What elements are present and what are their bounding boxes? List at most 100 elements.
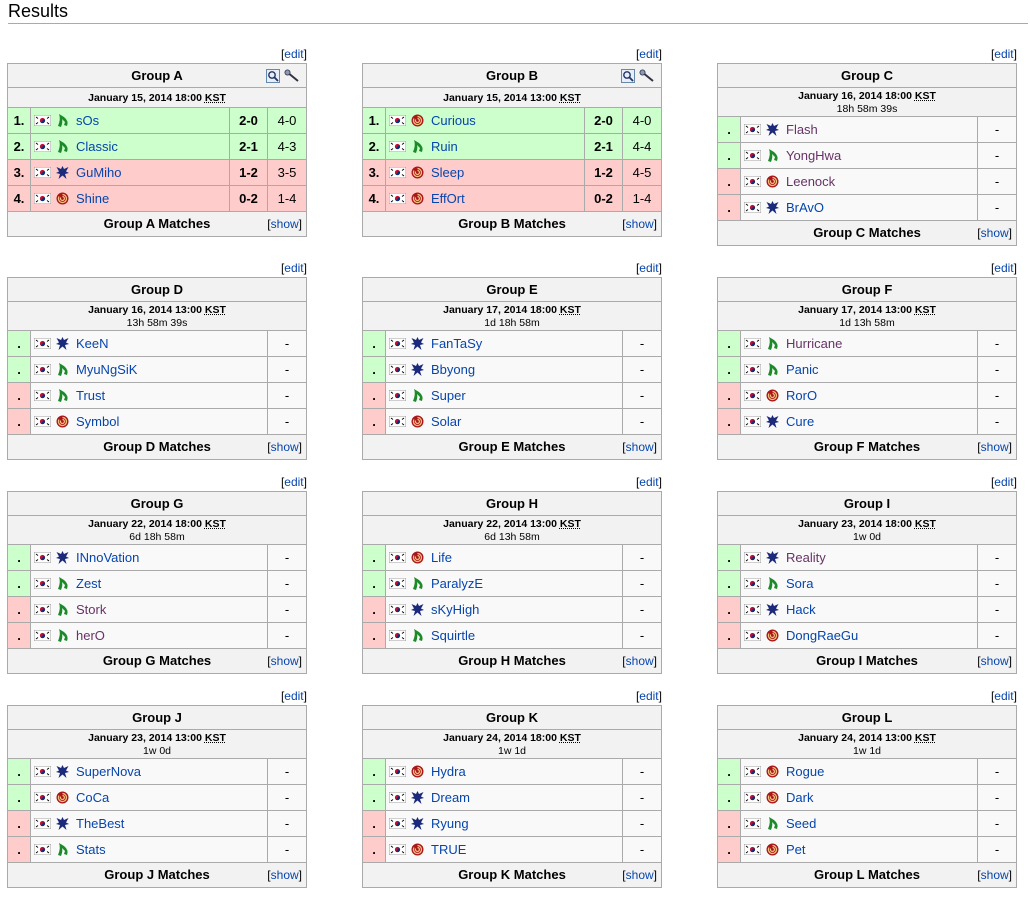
player-row: . KeeN -: [8, 331, 306, 357]
wand-icon[interactable]: [284, 69, 300, 83]
zerg-icon: [56, 415, 69, 428]
player-cell: Classic: [31, 134, 230, 159]
edit-link[interactable]: edit: [639, 475, 659, 489]
player-link[interactable]: MyuNgSiK: [76, 362, 138, 377]
player-cell: Super: [386, 383, 623, 408]
player-link[interactable]: Cure: [786, 414, 815, 429]
player-link[interactable]: Symbol: [76, 414, 120, 429]
player-link[interactable]: Ryung: [431, 816, 469, 831]
countdown: 1w 1d: [852, 745, 882, 757]
player-link[interactable]: Sleep: [431, 165, 465, 180]
player-link[interactable]: Solar: [431, 414, 462, 429]
player-link[interactable]: Stats: [76, 842, 106, 857]
player-link[interactable]: Hurricane: [786, 336, 843, 351]
player-link[interactable]: Hack: [786, 602, 816, 617]
player-link[interactable]: Dream: [431, 790, 471, 805]
player-link[interactable]: Zest: [76, 576, 102, 591]
player-link[interactable]: Ruin: [431, 139, 458, 154]
countdown: 1w 1d: [497, 745, 527, 757]
advance-indicator: .: [8, 785, 31, 810]
edit-link[interactable]: edit: [994, 689, 1014, 703]
score-placeholder: -: [268, 837, 306, 862]
edit-link[interactable]: edit: [284, 475, 304, 489]
player-link[interactable]: Trust: [76, 388, 106, 403]
player-cell: Curious: [386, 108, 585, 133]
advance-indicator: .: [8, 357, 31, 382]
player-link[interactable]: Leenock: [786, 174, 836, 189]
player-link[interactable]: KeeN: [76, 336, 109, 351]
player-link[interactable]: SuperNova: [76, 764, 142, 779]
edit-link[interactable]: edit: [639, 261, 659, 275]
magnifier-icon[interactable]: [621, 69, 635, 83]
advance-indicator: .: [363, 811, 386, 836]
matches-label: Group B Matches: [458, 216, 566, 231]
show-button[interactable]: show: [270, 440, 299, 454]
player-link[interactable]: TRUE: [431, 842, 467, 857]
edit-link[interactable]: edit: [639, 689, 659, 703]
player-link[interactable]: Panic: [786, 362, 819, 377]
show-button[interactable]: show: [625, 654, 654, 668]
group-name: Group D: [131, 282, 183, 297]
show-button[interactable]: show: [270, 654, 299, 668]
group-box: [edit] Group G January 22, 2014 18:00 KST 6…: [7, 474, 307, 674]
show-button[interactable]: show: [980, 226, 1009, 240]
player-link[interactable]: herO: [76, 628, 105, 643]
player-link[interactable]: Flash: [786, 122, 818, 137]
edit-link[interactable]: edit: [284, 689, 304, 703]
korea-flag-icon: [34, 818, 51, 829]
edit-link[interactable]: edit: [994, 47, 1014, 61]
player-link[interactable]: EffOrt: [431, 191, 465, 206]
show-button[interactable]: show: [625, 217, 654, 231]
terran-icon: [766, 603, 779, 616]
edit-link[interactable]: edit: [639, 47, 659, 61]
show-button[interactable]: show: [980, 868, 1009, 882]
player-link[interactable]: Classic: [76, 139, 118, 154]
player-link[interactable]: TheBest: [76, 816, 125, 831]
player-link[interactable]: Sora: [786, 576, 814, 591]
player-link[interactable]: Stork: [76, 602, 107, 617]
edit-link[interactable]: edit: [994, 475, 1014, 489]
player-link[interactable]: Shine: [76, 191, 110, 206]
timezone-abbr: KST: [204, 304, 226, 316]
player-link[interactable]: Bbyong: [431, 362, 476, 377]
player-link[interactable]: CoCa: [76, 790, 110, 805]
wand-icon[interactable]: [639, 69, 655, 83]
score-placeholder: -: [623, 545, 661, 570]
player-link[interactable]: RorO: [786, 388, 818, 403]
group-table: Group D January 16, 2014 13:00 KST 13h 58m…: [7, 277, 307, 460]
show-button[interactable]: show: [625, 440, 654, 454]
player-link[interactable]: INnoVation: [76, 550, 140, 565]
player-link[interactable]: Curious: [431, 113, 476, 128]
score-placeholder: -: [978, 623, 1016, 648]
edit-link[interactable]: edit: [994, 261, 1014, 275]
player-link[interactable]: Hydra: [431, 764, 466, 779]
player-link[interactable]: sOs: [76, 113, 100, 128]
player-link[interactable]: GuMiho: [76, 165, 122, 180]
player-link[interactable]: DongRaeGu: [786, 628, 859, 643]
magnifier-icon[interactable]: [266, 69, 280, 83]
show-button[interactable]: show: [980, 654, 1009, 668]
edit-link[interactable]: edit: [284, 47, 304, 61]
show-button[interactable]: show: [270, 868, 299, 882]
player-link[interactable]: Squirtle: [431, 628, 476, 643]
player-link[interactable]: sKyHigh: [431, 602, 480, 617]
player-link[interactable]: Pet: [786, 842, 806, 857]
player-row: . TRUE -: [363, 837, 661, 863]
player-link[interactable]: Rogue: [786, 764, 825, 779]
player-link[interactable]: Life: [431, 550, 452, 565]
player-link[interactable]: BrAvO: [786, 200, 825, 215]
show-button[interactable]: show: [270, 217, 299, 231]
score-placeholder: -: [623, 331, 661, 356]
player-link[interactable]: Reality: [786, 550, 826, 565]
show-button[interactable]: show: [980, 440, 1009, 454]
player-link[interactable]: Seed: [786, 816, 817, 831]
player-link[interactable]: Super: [431, 388, 466, 403]
player-link[interactable]: YongHwa: [786, 148, 842, 163]
player-link[interactable]: FanTaSy: [431, 336, 483, 351]
player-link[interactable]: ParalyzE: [431, 576, 484, 591]
edit-link[interactable]: edit: [284, 261, 304, 275]
group-date: January 24, 2014 13:00 KST 1w 1d: [718, 730, 1016, 759]
korea-flag-icon: [744, 604, 761, 615]
player-link[interactable]: Dark: [786, 790, 814, 805]
show-button[interactable]: show: [625, 868, 654, 882]
